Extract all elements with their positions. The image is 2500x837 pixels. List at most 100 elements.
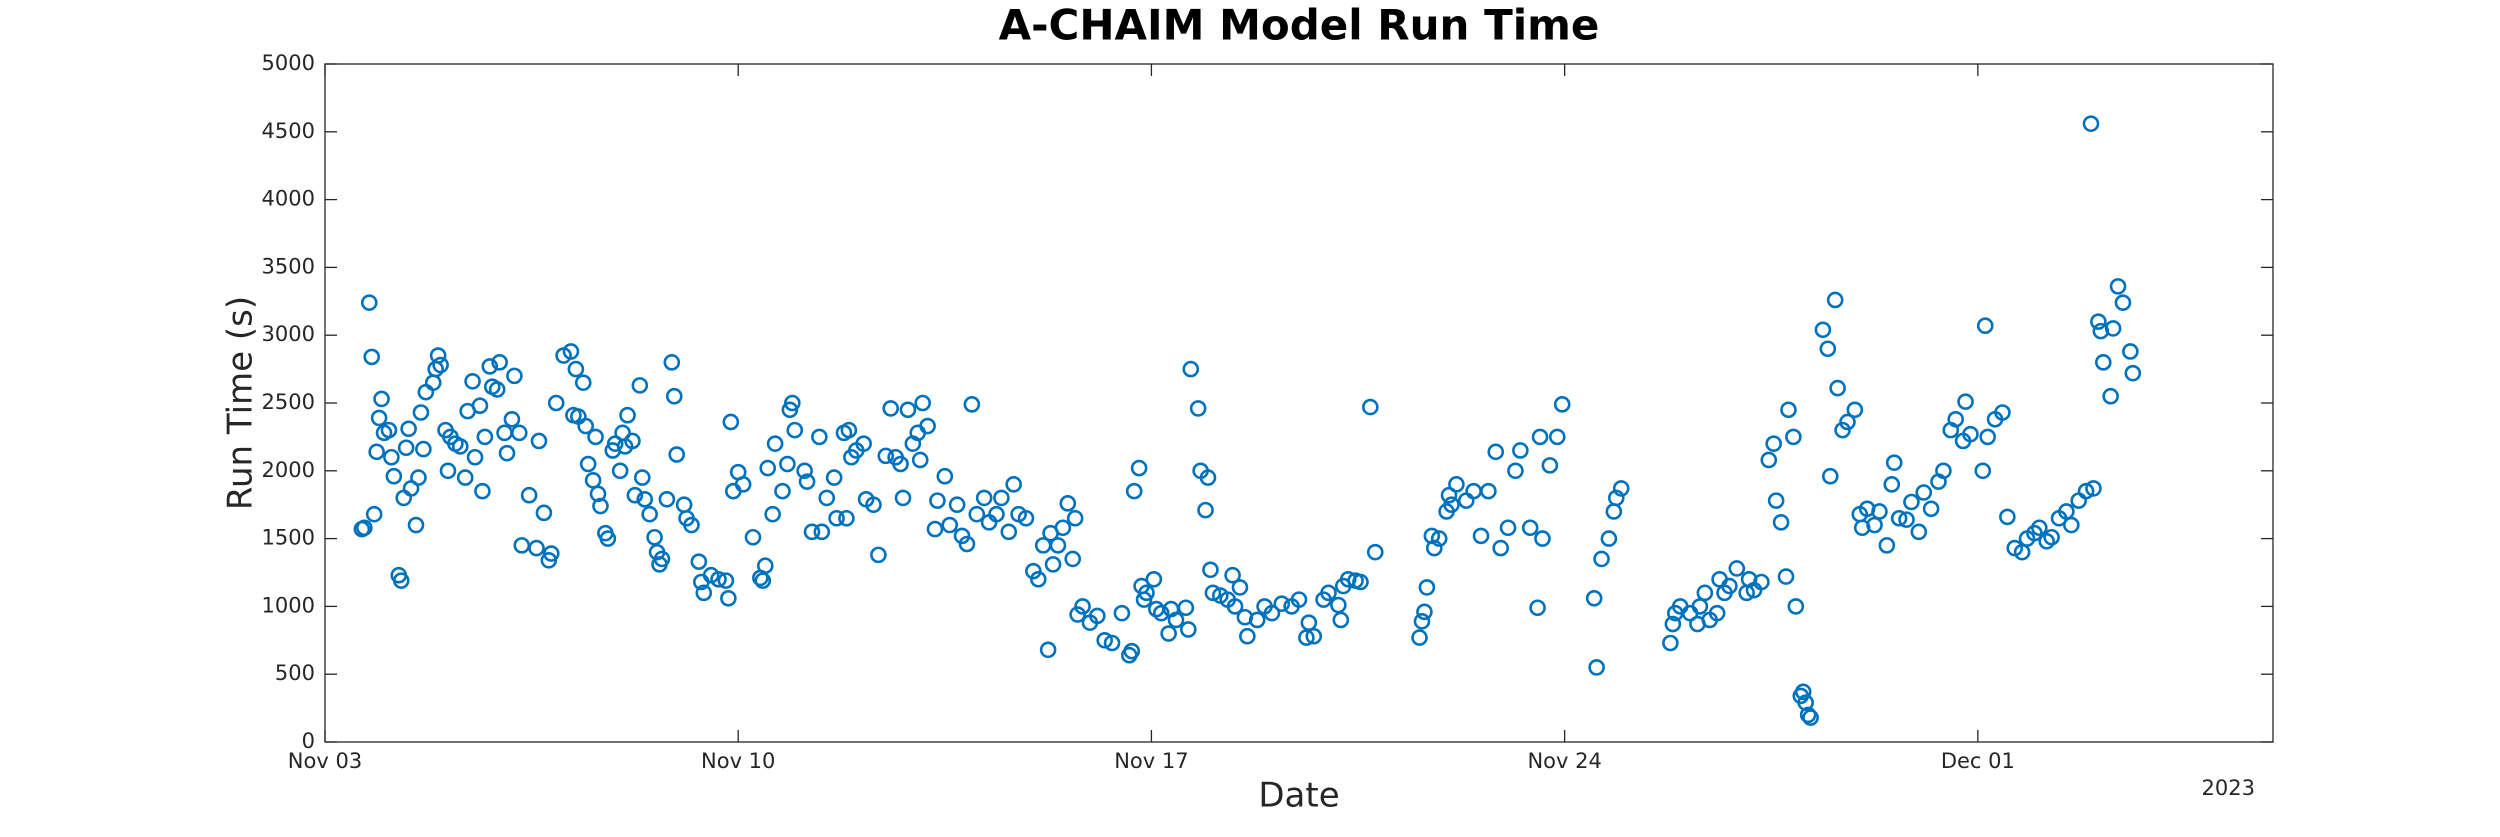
data-point	[1231, 579, 1249, 596]
data-point	[491, 354, 508, 371]
data-point	[1182, 360, 1200, 378]
data-point	[2043, 528, 2060, 546]
data-point	[953, 527, 971, 545]
data-point	[1935, 462, 1952, 480]
data-point	[1799, 706, 1817, 724]
y-tick-label: 2500	[262, 390, 315, 414]
data-point	[786, 421, 804, 439]
y-tick-label: 2000	[262, 458, 315, 482]
data-point	[1487, 443, 1505, 461]
data-point	[2124, 364, 2142, 382]
data-point	[1362, 398, 1379, 416]
data-point	[481, 358, 499, 375]
data-point	[1814, 321, 1832, 339]
data-point	[1821, 467, 1839, 485]
data-point	[397, 439, 415, 457]
data-point	[720, 589, 737, 607]
data-point	[1979, 428, 1996, 446]
data-point	[774, 482, 791, 500]
data-point	[1273, 595, 1291, 612]
data-point	[587, 428, 604, 446]
data-point	[1780, 401, 1797, 419]
data-point	[1662, 634, 1679, 652]
data-point	[1962, 425, 1979, 443]
data-point	[1903, 493, 1920, 511]
data-point	[1064, 550, 1082, 568]
data-point	[1017, 509, 1035, 527]
data-point	[1957, 393, 1974, 410]
data-point	[877, 447, 895, 465]
data-point	[668, 446, 686, 463]
data-point	[683, 516, 700, 534]
x-tick-label: Nov 03	[288, 749, 362, 773]
data-point	[2085, 480, 2102, 497]
data-point	[624, 432, 641, 450]
data-point	[1320, 584, 1337, 602]
data-point	[663, 354, 681, 371]
data-point	[1066, 509, 1084, 527]
data-point	[1846, 401, 1864, 419]
data-point	[710, 570, 727, 588]
data-point	[926, 520, 944, 538]
data-point	[665, 387, 683, 405]
data-point	[2104, 320, 2122, 337]
data-point	[1167, 611, 1185, 629]
data-point	[2077, 482, 2095, 500]
data-point	[828, 509, 845, 527]
y-axis-label: Run Time (s)	[221, 296, 261, 510]
data-point	[1352, 573, 1369, 591]
data-point	[1113, 604, 1131, 622]
data-point	[2063, 516, 2080, 534]
data-point	[784, 394, 801, 412]
data-point	[528, 539, 545, 557]
data-point	[466, 448, 484, 466]
data-point	[1049, 537, 1067, 554]
data-point	[1418, 579, 1436, 596]
data-point	[2031, 519, 2048, 537]
data-point	[1413, 613, 1431, 630]
data-point	[1664, 615, 1682, 633]
x-tick-label: Nov 17	[1114, 749, 1188, 773]
data-point	[1839, 413, 1856, 431]
data-point	[796, 462, 813, 480]
data-point	[383, 448, 400, 466]
data-point	[506, 367, 523, 385]
data-point	[1029, 570, 1047, 588]
data-point	[1366, 543, 1384, 561]
y-tick-label: 500	[275, 661, 315, 685]
data-point	[1224, 566, 1241, 584]
data-point	[1947, 410, 1965, 428]
data-point	[1039, 641, 1057, 659]
x-secondary-label: 2023	[2202, 776, 2255, 800]
data-point	[803, 523, 821, 541]
data-point	[1512, 442, 1529, 459]
plot-frame	[324, 63, 2274, 743]
data-point	[958, 535, 976, 553]
data-point	[1226, 598, 1244, 615]
data-point	[813, 523, 831, 541]
data-point	[1612, 480, 1630, 497]
data-point	[1890, 509, 1908, 527]
data-point	[988, 505, 1005, 523]
data-point	[1499, 519, 1517, 537]
data-point	[1332, 611, 1350, 629]
data-point	[641, 505, 658, 523]
data-point	[1305, 627, 1323, 645]
data-point	[1777, 568, 1795, 585]
data-point	[1772, 514, 1790, 531]
data-point	[658, 490, 676, 508]
data-point	[1915, 484, 1933, 501]
data-point	[1440, 486, 1458, 504]
x-tick-label: Nov 10	[701, 749, 775, 773]
data-point	[400, 420, 417, 438]
data-point	[1548, 428, 1566, 446]
data-point	[1248, 611, 1266, 629]
data-point	[929, 492, 946, 509]
data-point	[1125, 482, 1143, 500]
data-point	[882, 400, 900, 417]
y-tick-label: 1500	[262, 526, 315, 550]
data-point	[1000, 523, 1018, 541]
data-point	[1531, 428, 1549, 446]
